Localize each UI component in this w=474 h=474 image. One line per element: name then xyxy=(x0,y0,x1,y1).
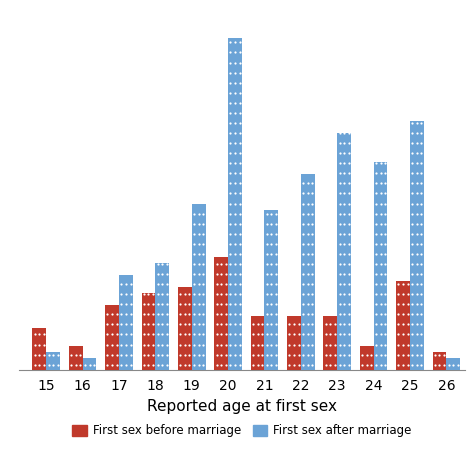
Bar xyxy=(301,174,315,370)
Bar xyxy=(69,346,82,370)
Bar xyxy=(337,133,351,370)
Bar xyxy=(251,317,264,370)
Bar xyxy=(191,204,206,370)
Bar xyxy=(32,328,46,370)
Bar xyxy=(155,263,169,370)
Bar xyxy=(119,275,133,370)
Bar xyxy=(142,293,155,370)
Bar xyxy=(264,210,278,370)
Bar xyxy=(396,281,410,370)
Bar xyxy=(82,358,96,370)
Bar xyxy=(178,287,191,370)
Legend: First sex before marriage, First sex after marriage: First sex before marriage, First sex aft… xyxy=(68,419,416,442)
Bar xyxy=(432,352,447,370)
Bar xyxy=(410,121,424,370)
Bar xyxy=(214,257,228,370)
Bar xyxy=(105,305,119,370)
Bar xyxy=(323,317,337,370)
X-axis label: Reported age at first sex: Reported age at first sex xyxy=(147,399,337,414)
Bar xyxy=(46,352,60,370)
Bar xyxy=(447,358,460,370)
Bar xyxy=(360,346,374,370)
Bar xyxy=(228,38,242,370)
Bar xyxy=(374,163,387,370)
Bar xyxy=(287,317,301,370)
